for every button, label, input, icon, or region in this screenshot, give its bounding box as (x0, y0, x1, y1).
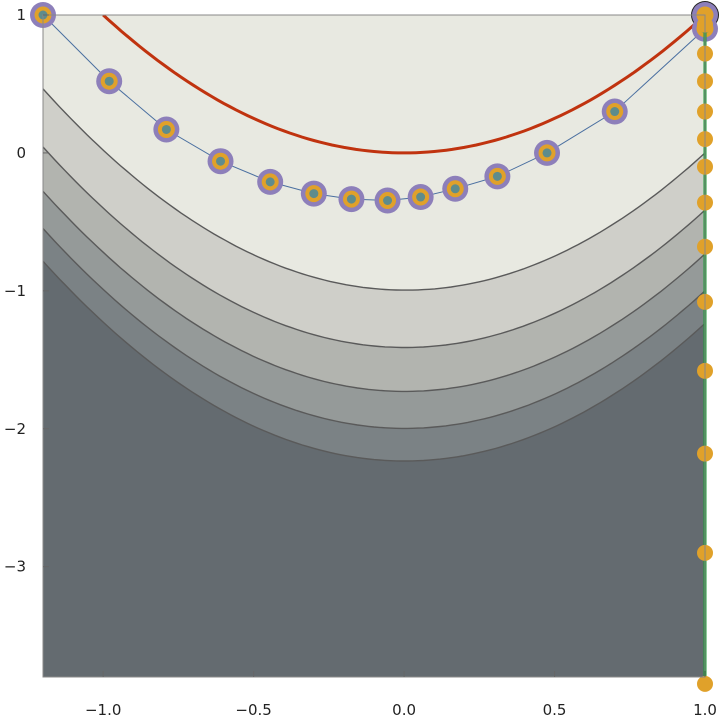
path-a-point (300, 180, 327, 207)
path-a (30, 1, 719, 214)
path-a-point-center (383, 195, 393, 205)
path-a-point (153, 116, 180, 143)
y-tick-label: −1 (4, 282, 26, 300)
path-a-point (601, 98, 628, 125)
axes: −1.0 −0.5 0.0 0.5 1.0 1 0 −1 −2 −3 (4, 6, 717, 719)
contour-fills (43, 15, 705, 677)
path-a-point (407, 184, 434, 211)
contour-line-3 (43, 190, 705, 393)
y-tick-label: 1 (16, 6, 26, 24)
path-a-point-center (216, 156, 226, 166)
contour-line-1 (43, 88, 705, 291)
y-tick-label: −3 (4, 558, 26, 576)
contour-line-4 (43, 228, 705, 430)
x-tick-label: 1.0 (693, 701, 717, 719)
contour-line-5 (43, 260, 705, 462)
path-a-point (338, 186, 365, 213)
parabola-line (102, 15, 705, 155)
path-a-point-center (542, 148, 552, 158)
plot-frame (42, 14, 706, 678)
contour-lines (43, 88, 705, 462)
path-a-point-center (309, 189, 319, 199)
path-a-point (207, 148, 234, 175)
path-a-point-center (346, 194, 356, 204)
path-a-point-center (492, 171, 502, 181)
path-a-point-center (265, 177, 275, 187)
contour-line-2 (43, 146, 705, 349)
path-a-point (484, 163, 511, 190)
x-tick-label: 0.0 (392, 701, 416, 719)
path-a-point-center (450, 184, 460, 194)
path-b-point (697, 675, 713, 692)
y-tick-label: 0 (16, 144, 26, 162)
path-a-point (96, 68, 123, 95)
path-a-point-center (104, 76, 114, 86)
x-tick-label: −1.0 (85, 701, 121, 719)
parabola-curve (102, 15, 705, 155)
y-tick-label: −2 (4, 420, 26, 438)
path-a-point (534, 139, 561, 166)
path-a-point (442, 175, 469, 202)
path-a-point-center (610, 107, 620, 117)
path-a-point-center (161, 124, 171, 134)
path-a-point (257, 168, 284, 195)
path-a-point-center (416, 192, 426, 202)
x-tick-label: 0.5 (543, 701, 567, 719)
contour-band-5 (43, 261, 705, 677)
x-tick-label: −0.5 (235, 701, 271, 719)
path-a-point (374, 187, 401, 214)
